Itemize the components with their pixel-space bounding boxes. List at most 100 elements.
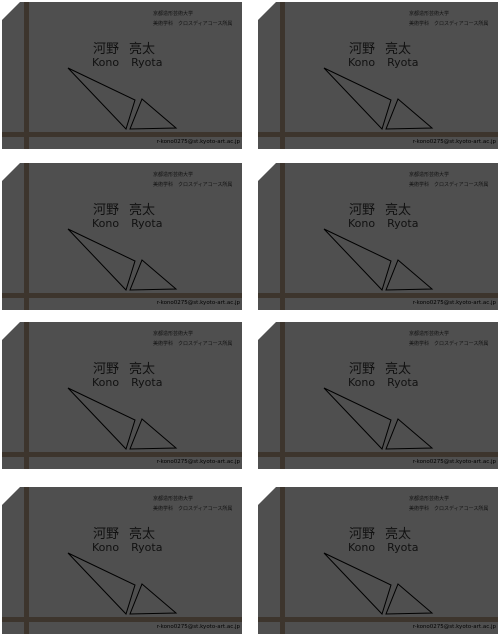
vertical-accent-bar	[280, 322, 285, 469]
university-name: 京都造形芸術大学	[409, 331, 450, 337]
email-address: r-kono0275@st.kyoto-art.ac.jp	[412, 624, 496, 630]
name-en-family: Kono	[92, 376, 120, 389]
name-jp-given: 亮太	[129, 362, 156, 377]
name-japanese: 河野 亮太	[349, 43, 411, 57]
name-jp-family: 河野	[349, 203, 376, 218]
name-en-given: Ryota	[387, 217, 419, 230]
email-address: r-kono0275@st.kyoto-art.ac.jp	[412, 300, 496, 306]
department-name: 美術学科 クロスディアコース所属	[409, 182, 489, 188]
triangle-graphic	[323, 387, 434, 450]
vertical-accent-bar	[280, 487, 285, 634]
triangle-graphic	[323, 552, 434, 615]
name-english: Kono Ryota	[92, 377, 162, 389]
name-japanese: 河野 亮太	[93, 43, 155, 57]
email-address: r-kono0275@st.kyoto-art.ac.jp	[156, 300, 240, 306]
university-name: 京都造形芸術大学	[153, 172, 194, 178]
university-name: 京都造形芸術大学	[409, 496, 450, 502]
triangle-graphic	[67, 387, 178, 450]
business-card: 京都造形芸術大学 美術学科 クロスディアコース所属 河野 亮太 Kono Ryota…	[2, 163, 242, 310]
email-address: r-kono0275@st.kyoto-art.ac.jp	[156, 139, 240, 145]
triangle-graphic	[323, 228, 434, 291]
university-name: 京都造形芸術大学	[409, 172, 450, 178]
name-en-given: Ryota	[387, 56, 419, 69]
name-en-given: Ryota	[131, 376, 163, 389]
horizontal-accent-bar	[258, 132, 498, 137]
email-address: r-kono0275@st.kyoto-art.ac.jp	[156, 459, 240, 465]
name-jp-given: 亮太	[385, 527, 412, 542]
vertical-accent-bar	[24, 322, 29, 469]
horizontal-accent-bar	[2, 452, 242, 457]
name-english: Kono Ryota	[92, 542, 162, 554]
name-jp-given: 亮太	[385, 203, 412, 218]
horizontal-accent-bar	[258, 617, 498, 622]
vertical-accent-bar	[24, 487, 29, 634]
university-name: 京都造形芸術大学	[153, 11, 194, 17]
email-address: r-kono0275@st.kyoto-art.ac.jp	[412, 459, 496, 465]
department-name: 美術学科 クロスディアコース所属	[153, 341, 233, 347]
vertical-accent-bar	[24, 2, 29, 149]
vertical-accent-bar	[280, 163, 285, 310]
department-name: 美術学科 クロスディアコース所属	[153, 21, 233, 27]
email-address: r-kono0275@st.kyoto-art.ac.jp	[156, 624, 240, 630]
vertical-accent-bar	[280, 2, 285, 149]
horizontal-accent-bar	[2, 617, 242, 622]
name-jp-given: 亮太	[129, 527, 156, 542]
department-name: 美術学科 クロスディアコース所属	[409, 506, 489, 512]
name-jp-family: 河野	[349, 362, 376, 377]
name-en-given: Ryota	[387, 376, 419, 389]
business-card: 京都造形芸術大学 美術学科 クロスディアコース所属 河野 亮太 Kono Ryota…	[258, 322, 498, 469]
name-japanese: 河野 亮太	[93, 528, 155, 542]
department-name: 美術学科 クロスディアコース所属	[409, 341, 489, 347]
name-english: Kono Ryota	[348, 542, 418, 554]
name-en-family: Kono	[348, 376, 376, 389]
business-card: 京都造形芸術大学 美術学科 クロスディアコース所属 河野 亮太 Kono Ryota…	[2, 322, 242, 469]
name-en-family: Kono	[92, 541, 120, 554]
name-en-given: Ryota	[131, 541, 163, 554]
name-en-family: Kono	[92, 217, 120, 230]
name-jp-family: 河野	[93, 42, 120, 57]
name-english: Kono Ryota	[92, 57, 162, 69]
name-en-family: Kono	[348, 56, 376, 69]
name-jp-family: 河野	[349, 42, 376, 57]
name-japanese: 河野 亮太	[349, 363, 411, 377]
vertical-accent-bar	[24, 163, 29, 310]
name-japanese: 河野 亮太	[349, 528, 411, 542]
university-name: 京都造形芸術大学	[409, 11, 450, 17]
name-jp-family: 河野	[93, 362, 120, 377]
name-en-family: Kono	[348, 217, 376, 230]
business-card: 京都造形芸術大学 美術学科 クロスディアコース所属 河野 亮太 Kono Ryota…	[2, 2, 242, 149]
horizontal-accent-bar	[2, 293, 242, 298]
triangle-graphic	[67, 67, 178, 130]
name-english: Kono Ryota	[348, 377, 418, 389]
name-jp-given: 亮太	[129, 42, 156, 57]
triangle-graphic	[323, 67, 434, 130]
name-japanese: 河野 亮太	[349, 204, 411, 218]
business-card: 京都造形芸術大学 美術学科 クロスディアコース所属 河野 亮太 Kono Ryota…	[258, 2, 498, 149]
name-en-given: Ryota	[131, 56, 163, 69]
name-japanese: 河野 亮太	[93, 363, 155, 377]
name-jp-family: 河野	[349, 527, 376, 542]
name-en-given: Ryota	[131, 217, 163, 230]
department-name: 美術学科 クロスディアコース所属	[153, 506, 233, 512]
triangle-graphic	[67, 552, 178, 615]
department-name: 美術学科 クロスディアコース所属	[153, 182, 233, 188]
horizontal-accent-bar	[2, 132, 242, 137]
email-address: r-kono0275@st.kyoto-art.ac.jp	[412, 139, 496, 145]
name-japanese: 河野 亮太	[93, 204, 155, 218]
business-card: 京都造形芸術大学 美術学科 クロスディアコース所属 河野 亮太 Kono Ryota…	[258, 163, 498, 310]
university-name: 京都造形芸術大学	[153, 331, 194, 337]
horizontal-accent-bar	[258, 293, 498, 298]
name-en-family: Kono	[92, 56, 120, 69]
name-jp-given: 亮太	[385, 42, 412, 57]
name-en-family: Kono	[348, 541, 376, 554]
triangle-graphic	[67, 228, 178, 291]
name-jp-family: 河野	[93, 203, 120, 218]
department-name: 美術学科 クロスディアコース所属	[409, 21, 489, 27]
name-en-given: Ryota	[387, 541, 419, 554]
name-english: Kono Ryota	[348, 57, 418, 69]
name-english: Kono Ryota	[92, 218, 162, 230]
name-jp-given: 亮太	[385, 362, 412, 377]
business-card: 京都造形芸術大学 美術学科 クロスディアコース所属 河野 亮太 Kono Ryota…	[258, 487, 498, 634]
name-english: Kono Ryota	[348, 218, 418, 230]
